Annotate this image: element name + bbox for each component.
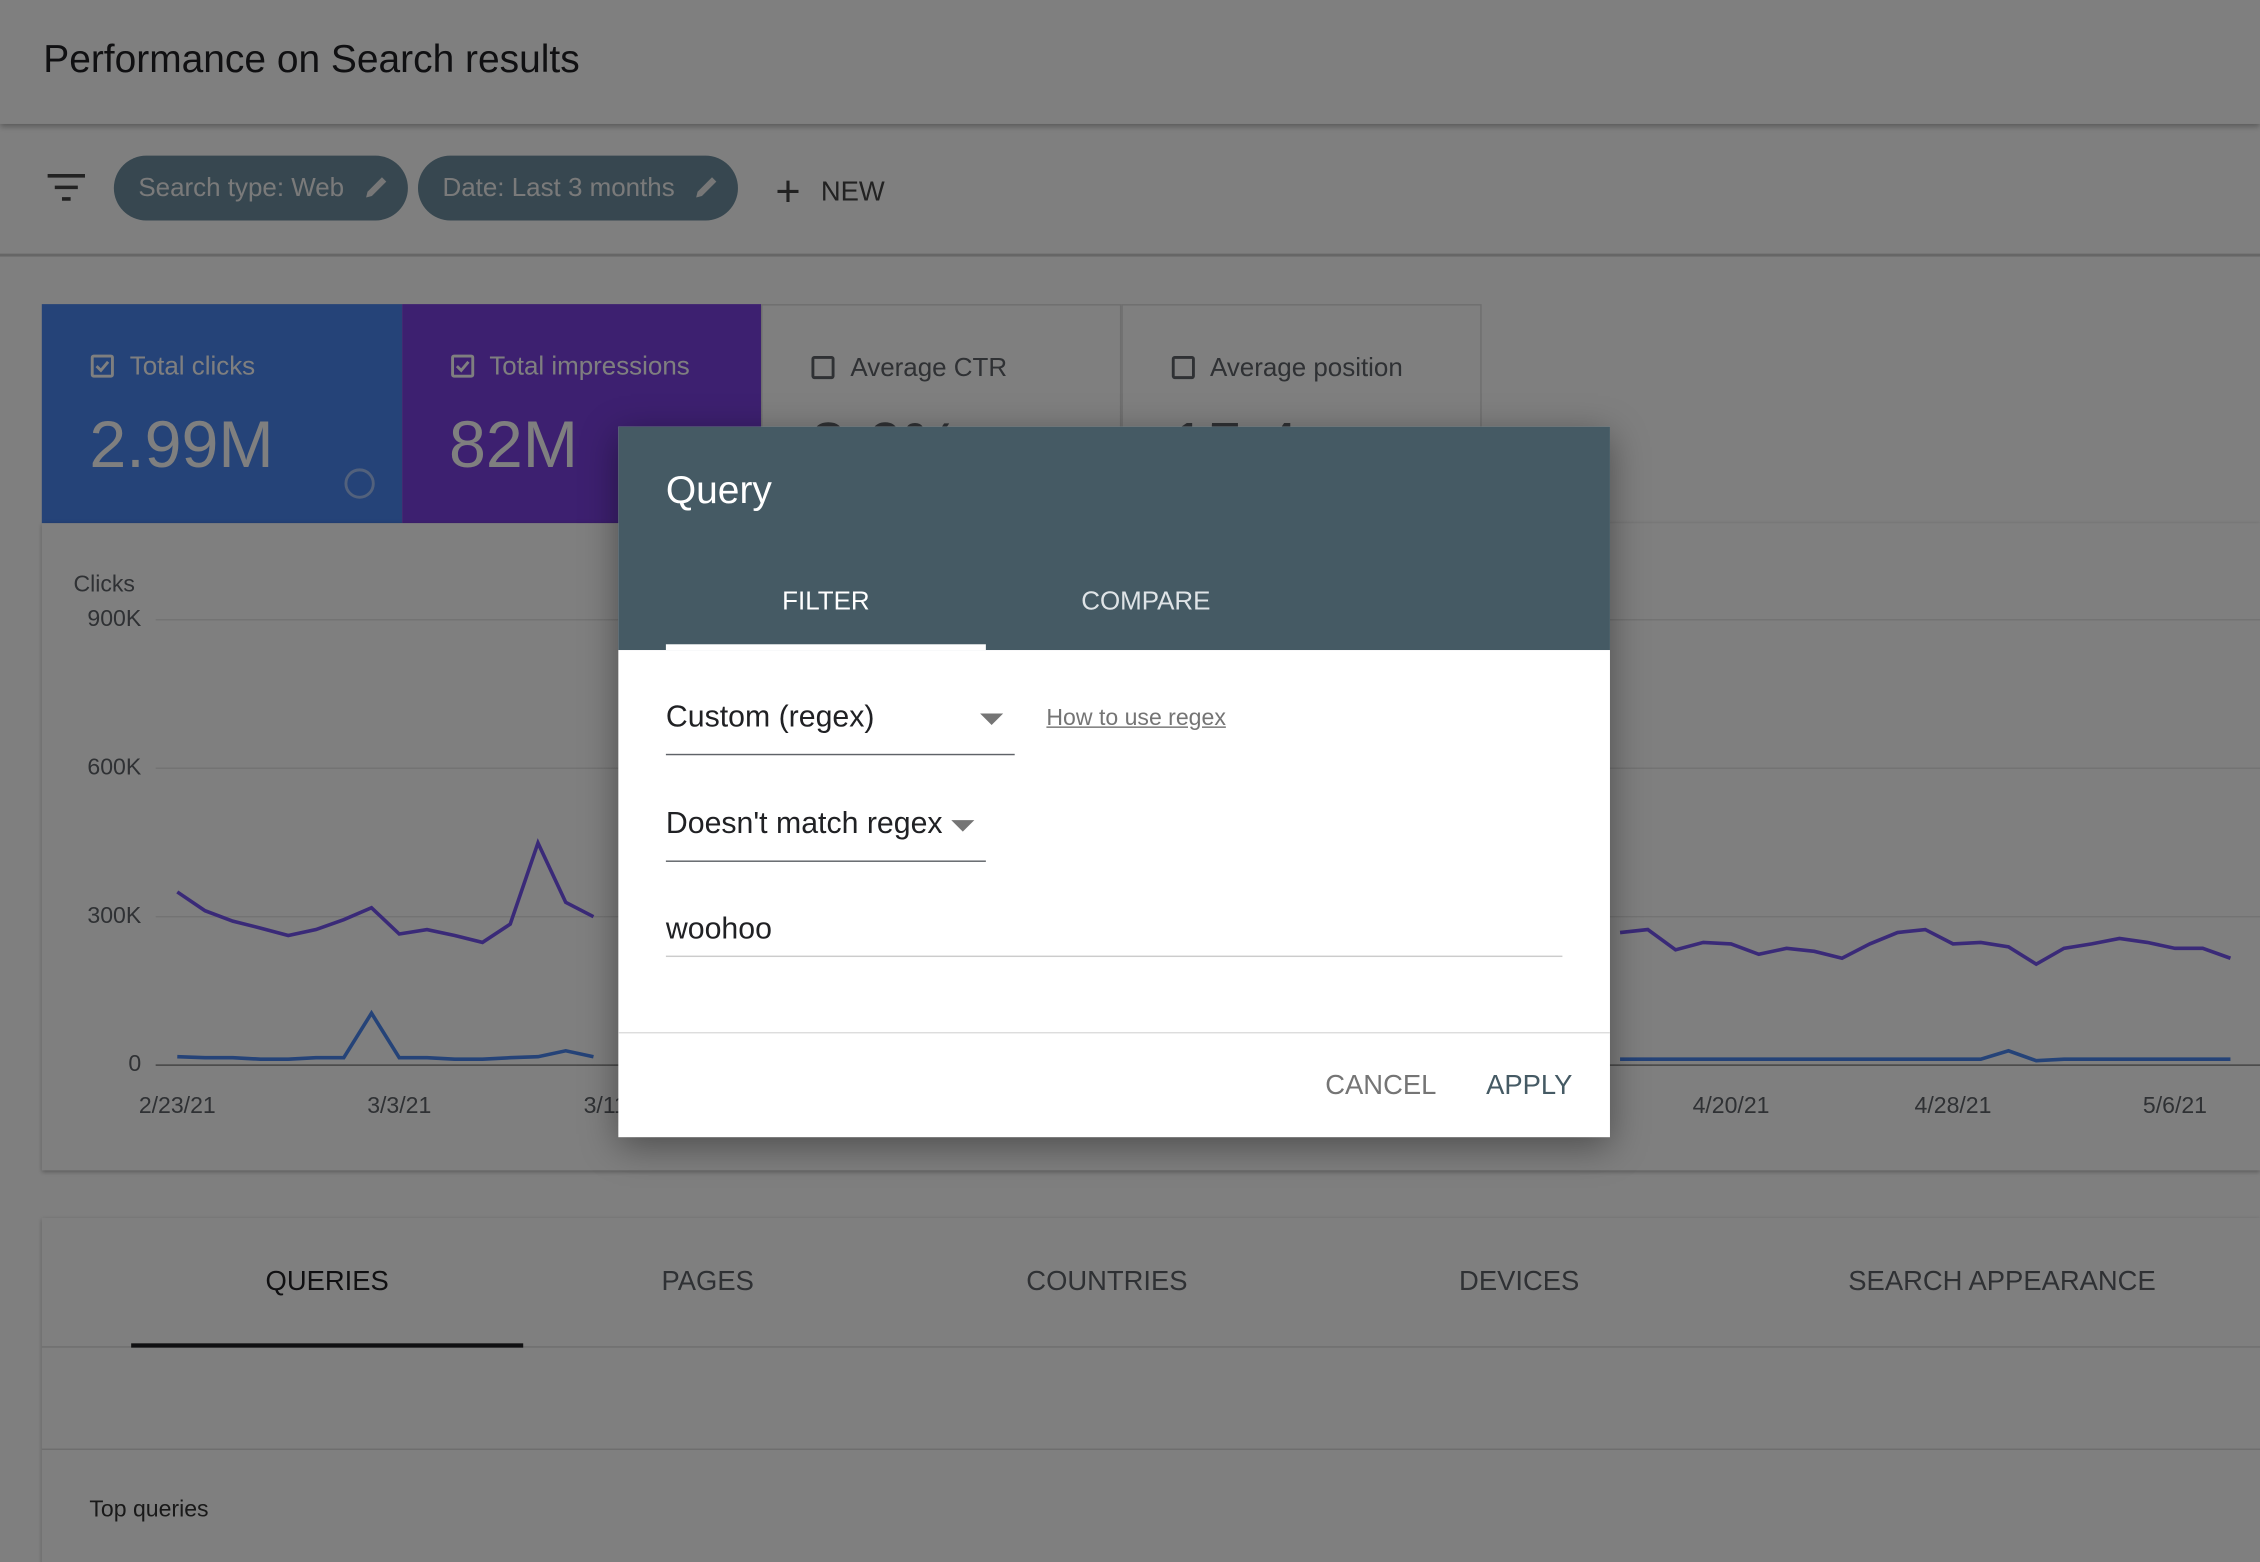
cancel-button[interactable]: CANCEL (1325, 1070, 1437, 1102)
dialog-tab-indicator (665, 644, 986, 651)
regex-input[interactable]: woohoo (665, 908, 1563, 958)
query-dialog: Query FILTER COMPARE Custom (regex) How … (618, 426, 1610, 1138)
dialog-title: Query (665, 468, 772, 512)
select-value: Doesn't match regex (665, 807, 943, 841)
dropdown-arrow (980, 713, 1004, 725)
divider (618, 1031, 1610, 1034)
dialog-header: Query FILTER COMPARE (618, 426, 1610, 651)
input-value: woohoo (665, 912, 772, 946)
help-link[interactable]: How to use regex (1046, 706, 1226, 731)
dialog-tab[interactable]: FILTER (782, 586, 870, 616)
select-value: Custom (regex) (665, 700, 875, 734)
field-type-select[interactable]: Custom (regex) (665, 698, 1015, 756)
match-type-select[interactable]: Doesn't match regex (665, 803, 986, 862)
apply-button[interactable]: APPLY (1486, 1070, 1573, 1102)
dialog-tab[interactable]: COMPARE (1081, 586, 1211, 616)
dropdown-arrow (951, 820, 975, 832)
